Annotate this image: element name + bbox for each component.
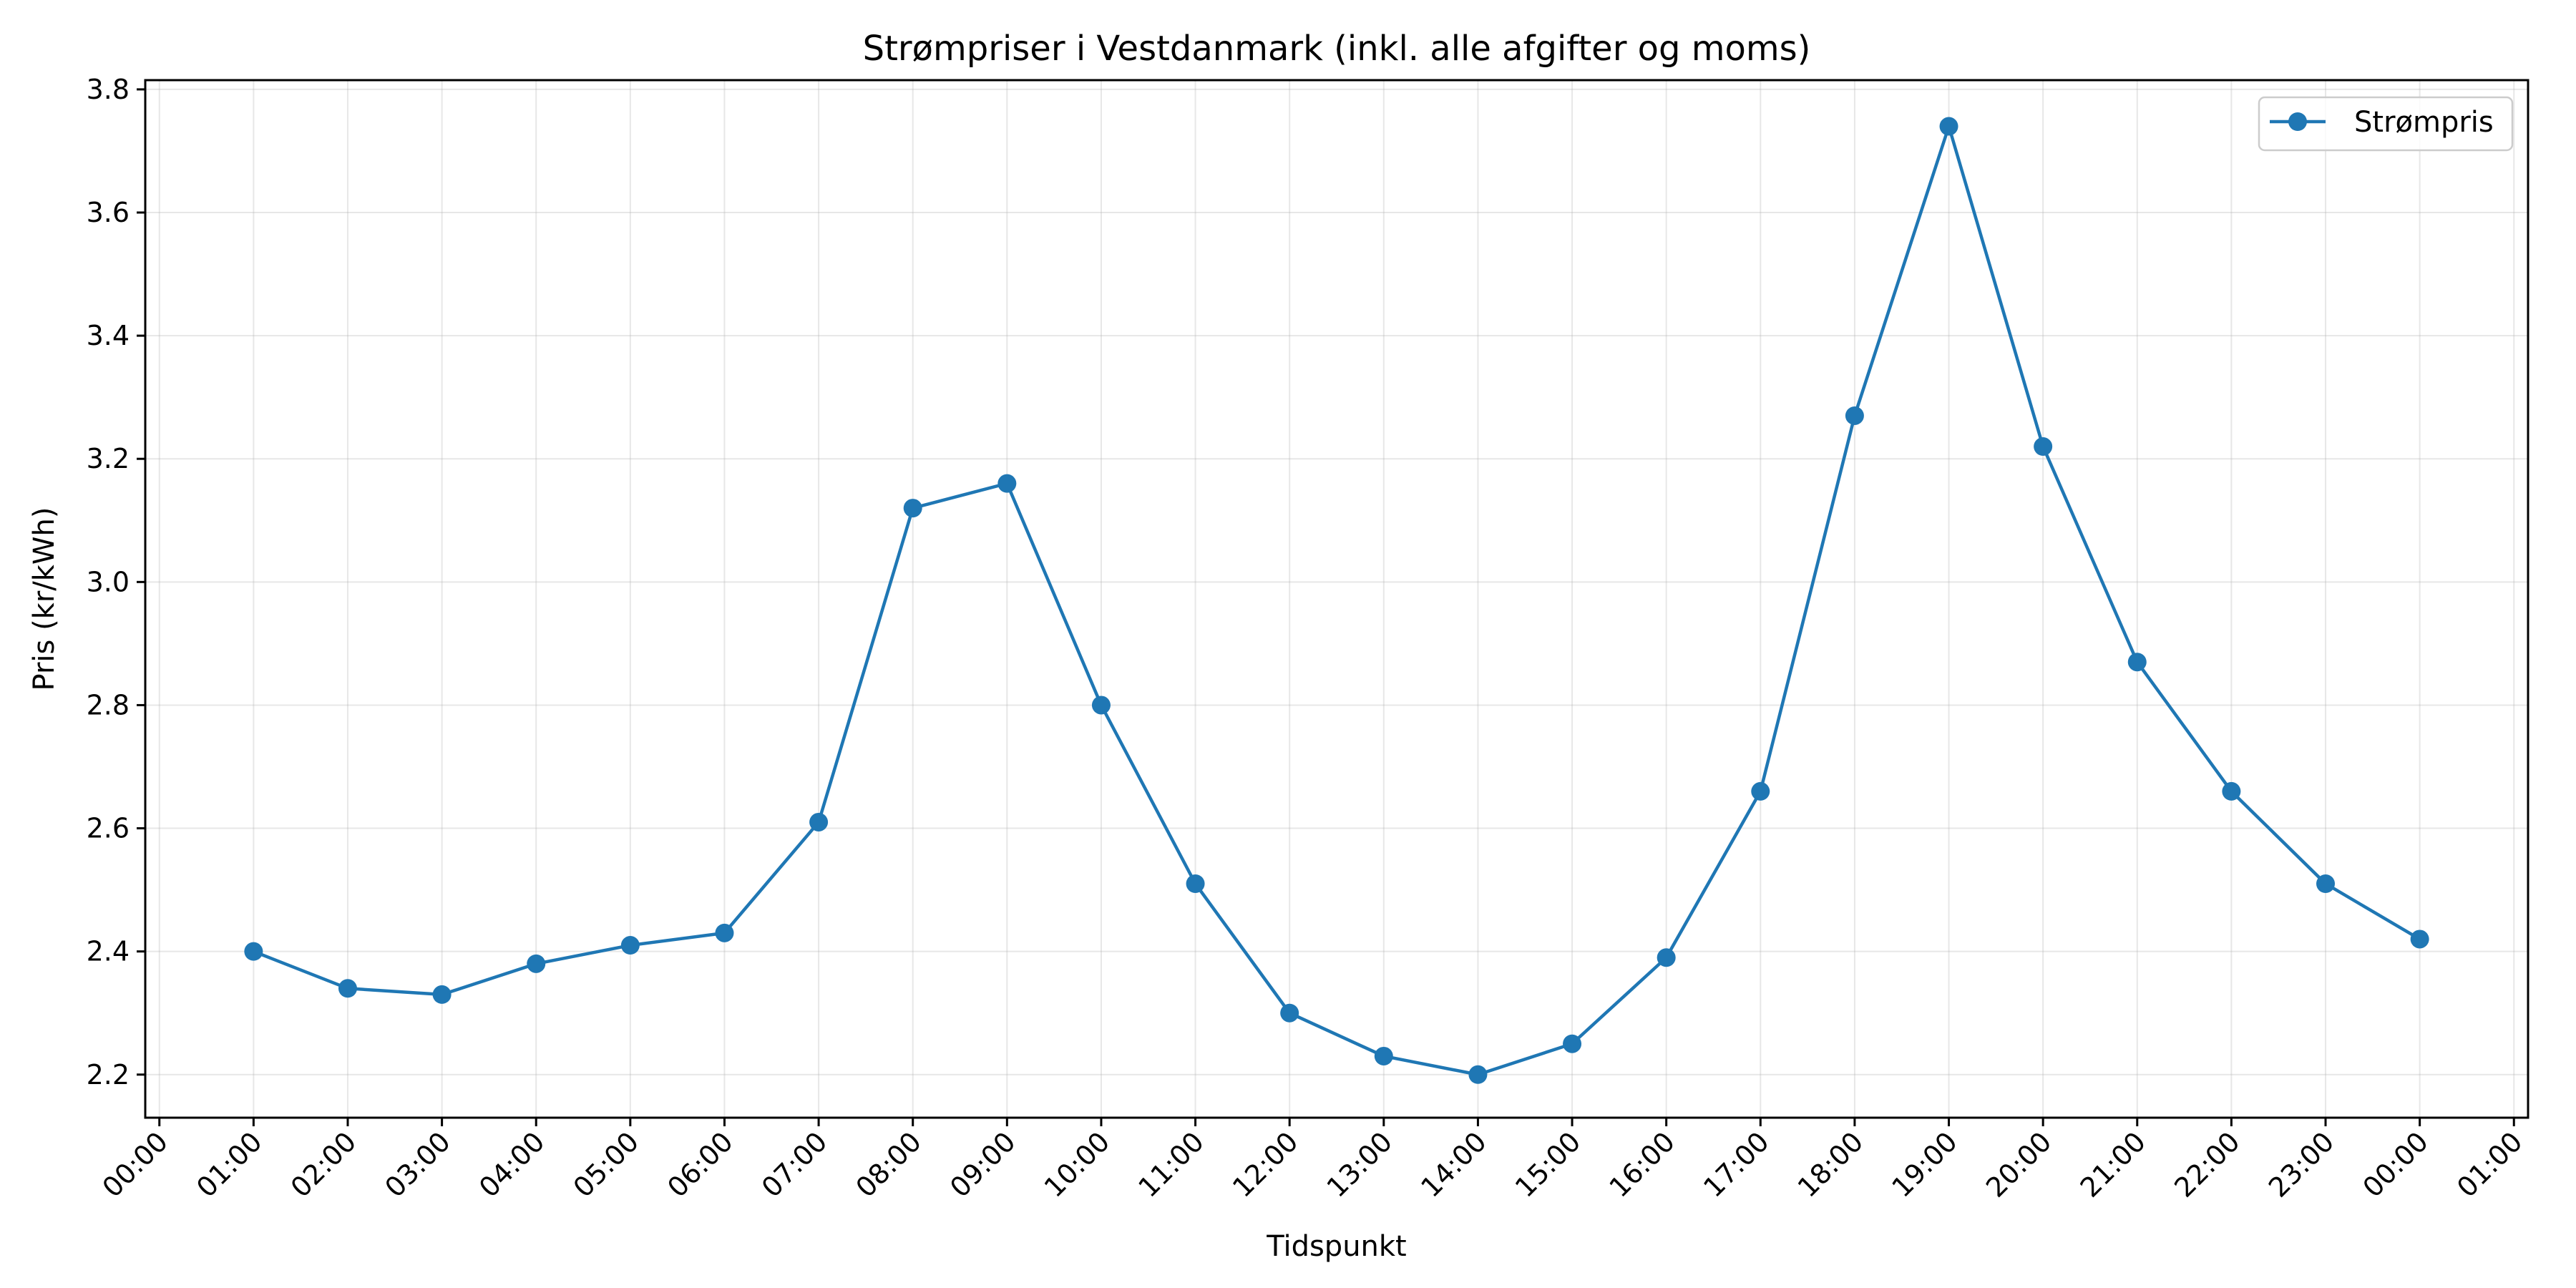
x-tick-label: 11:00 <box>1132 1126 1210 1204</box>
x-tick-label: 08:00 <box>850 1126 928 1204</box>
data-point <box>2316 874 2336 893</box>
data-point <box>1939 117 1958 136</box>
data-point <box>715 923 734 942</box>
data-point <box>1186 874 1205 893</box>
y-tick-label: 3.6 <box>87 197 130 228</box>
x-tick-label: 14:00 <box>1415 1126 1493 1204</box>
x-axis-label: Tidspunkt <box>1266 1230 1407 1263</box>
x-tick-label: 01:00 <box>190 1126 268 1204</box>
data-point <box>244 942 263 961</box>
data-point <box>2034 437 2053 457</box>
y-tick-label: 2.8 <box>87 689 130 721</box>
x-tick-label: 00:00 <box>2356 1126 2434 1204</box>
y-tick-label: 2.2 <box>87 1059 130 1091</box>
y-axis: 2.2 2.4 2.6 2.8 3.0 3.2 3.4 3.6 3.8 <box>87 74 145 1091</box>
x-tick-label: 16:00 <box>1603 1126 1681 1204</box>
data-point <box>338 979 357 998</box>
x-tick-label: 12:00 <box>1226 1126 1304 1204</box>
series-layer <box>244 117 2429 1084</box>
x-tick-label: 01:00 <box>2451 1126 2529 1204</box>
y-tick-label: 3.4 <box>87 320 130 351</box>
y-tick-label: 3.0 <box>87 566 130 597</box>
y-tick-label: 2.4 <box>87 936 130 967</box>
x-tick-label: 05:00 <box>567 1126 645 1204</box>
y-axis-label: Pris (kr/kWh) <box>28 507 61 691</box>
series-line <box>253 125 2421 1077</box>
x-tick-label: 21:00 <box>2074 1126 2152 1204</box>
data-point <box>2222 781 2241 801</box>
data-point <box>809 812 829 831</box>
x-tick-label: 23:00 <box>2263 1126 2341 1204</box>
plot-frame <box>144 79 2529 1119</box>
data-point <box>1751 781 1770 801</box>
x-tick-label: 15:00 <box>1509 1126 1587 1204</box>
data-point <box>997 474 1017 493</box>
legend: Strømpris <box>2258 96 2514 152</box>
x-tick-label: 00:00 <box>97 1126 175 1204</box>
y-tick-label: 3.8 <box>87 74 130 105</box>
data-point <box>2127 653 2147 672</box>
x-tick-label: 09:00 <box>944 1126 1022 1204</box>
x-tick-label: 22:00 <box>2168 1126 2246 1204</box>
x-tick-label: 07:00 <box>756 1126 834 1204</box>
grid <box>145 80 2528 1118</box>
data-point <box>1280 1003 1299 1023</box>
chart-title: Strømpriser i Vestdanmark (inkl. alle af… <box>863 29 1811 69</box>
x-tick-label: 06:00 <box>661 1126 739 1204</box>
x-tick-label: 02:00 <box>285 1126 363 1204</box>
x-tick-label: 10:00 <box>1038 1126 1116 1204</box>
data-point <box>1563 1034 1582 1053</box>
x-tick-label: 20:00 <box>1980 1126 2058 1204</box>
data-point <box>903 499 922 518</box>
data-point <box>1845 406 1864 425</box>
x-tick-label: 04:00 <box>473 1126 551 1204</box>
x-tick-label: 13:00 <box>1321 1126 1399 1204</box>
data-point <box>432 985 452 1004</box>
legend-box <box>2258 96 2514 152</box>
y-tick-label: 3.2 <box>87 443 130 474</box>
data-point <box>620 936 640 955</box>
x-tick-label: 18:00 <box>1792 1126 1870 1204</box>
x-tick-label: 03:00 <box>379 1126 457 1204</box>
legend-marker-swatch <box>2288 112 2307 131</box>
data-point <box>1657 948 1676 967</box>
data-point <box>1091 696 1111 715</box>
data-point <box>527 954 546 973</box>
data-point <box>2410 930 2429 949</box>
data-point <box>1374 1046 1393 1065</box>
y-tick-label: 2.6 <box>87 813 130 844</box>
data-point <box>1468 1065 1488 1084</box>
x-tick-label: 19:00 <box>1885 1126 1963 1204</box>
x-axis: 00:00 01:00 02:00 03:00 04:00 05:00 06:00 07:00… <box>97 1118 2529 1204</box>
x-tick-label: 17:00 <box>1697 1126 1775 1204</box>
legend-label: Strømpris <box>2354 106 2494 139</box>
